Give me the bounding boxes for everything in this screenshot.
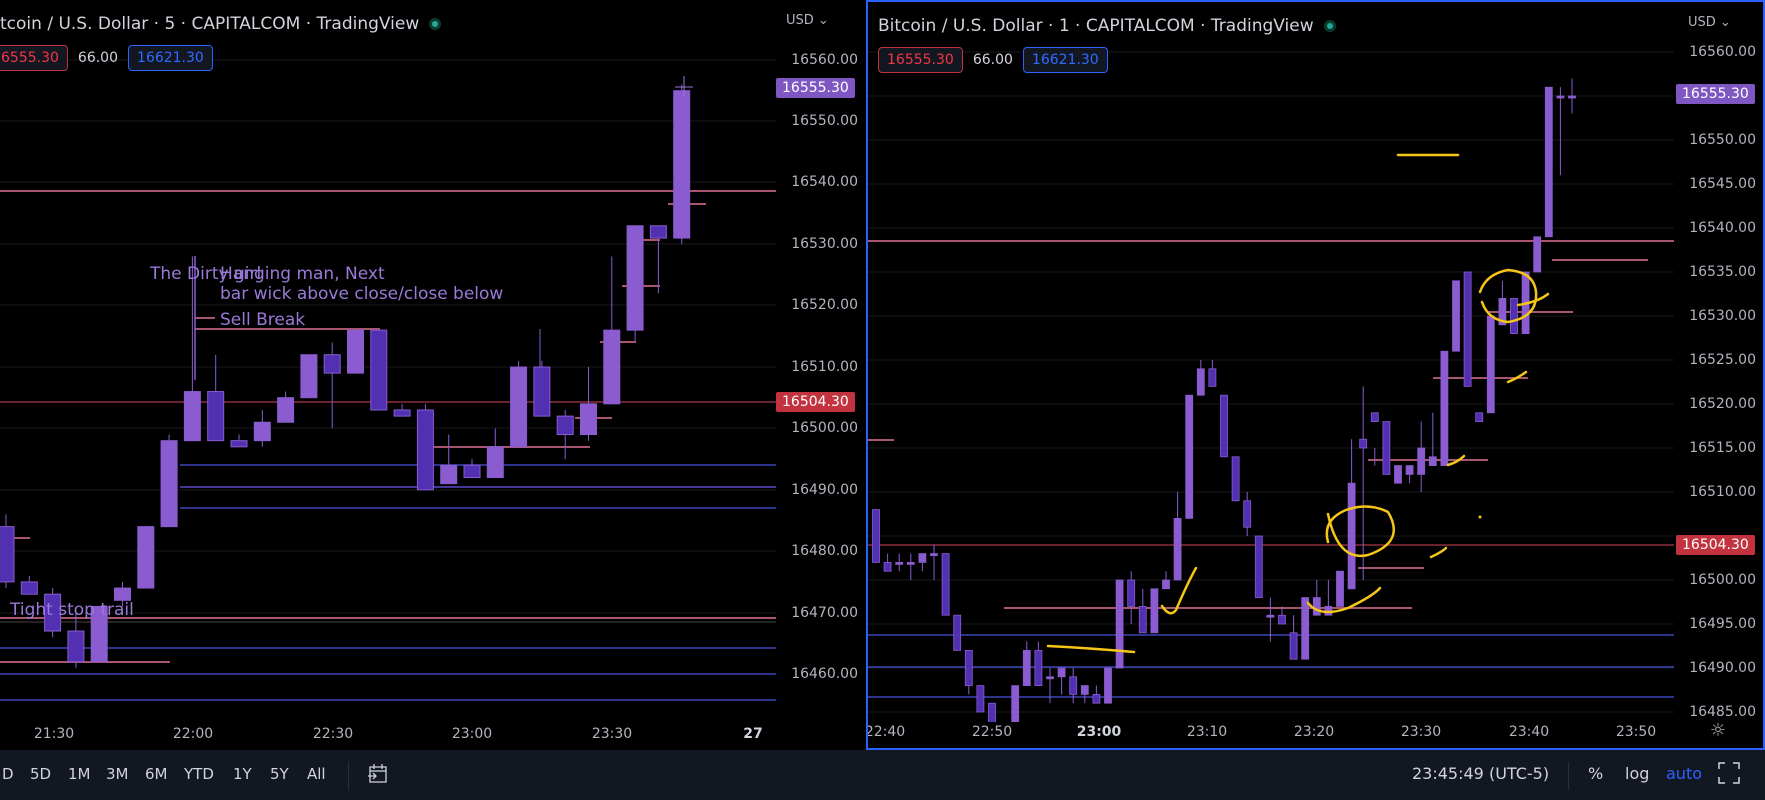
percent-toggle[interactable]: % [1588, 764, 1604, 783]
x-tick: 23:00 [1076, 724, 1122, 740]
ask-button[interactable]: 16621.30 [1022, 47, 1108, 73]
gear-icon[interactable]: ☼ [1709, 720, 1727, 741]
y-tick: 16495.00 [1689, 616, 1756, 632]
bottom-toolbar: D 5D 1M 3M 6M YTD 1Y 5Y All 23:45:49 (UT… [0, 750, 1765, 800]
price-axis[interactable]: USD ⌄ 16560.00 16550.00 16545.00 16540.0… [1674, 2, 1763, 722]
range-5d-button[interactable]: 5D [30, 765, 52, 783]
chart-title: Bitcoin / U.S. Dollar · 1 · CAPITALCOM ·… [878, 16, 1336, 36]
x-tick: 23:40 [1508, 724, 1550, 740]
y-tick: 16550.00 [791, 113, 858, 129]
chart-panel-5m[interactable]: tcoin / U.S. Dollar · 5 · CAPITALCOM · T… [0, 0, 866, 750]
spread-value: 66.00 [77, 50, 118, 66]
chart-title: tcoin / U.S. Dollar · 5 · CAPITALCOM · T… [0, 14, 442, 34]
y-tick: 16500.00 [1689, 572, 1756, 588]
market-open-dot-icon [1323, 20, 1336, 32]
chart-title-text: Bitcoin / U.S. Dollar · 1 · CAPITALCOM ·… [878, 16, 1314, 36]
auto-toggle[interactable]: auto [1666, 764, 1703, 783]
x-tick: 27 [743, 726, 763, 742]
annotation-dirty-girl[interactable]: The Dirty girl [150, 264, 262, 284]
market-open-dot-icon [429, 18, 442, 30]
chevron-down-icon: ⌄ [817, 13, 829, 28]
y-tick: 16530.00 [791, 236, 858, 252]
divider [1568, 762, 1569, 790]
x-tick: 23:10 [1186, 724, 1228, 740]
clock-label[interactable]: 23:45:49 (UTC-5) [1412, 764, 1550, 783]
x-tick: 21:30 [33, 726, 75, 742]
quote-row: 16555.30 66.00 16621.30 [878, 47, 1108, 73]
range-6m-button[interactable]: 6M [145, 765, 168, 783]
last-price-tag: 16555.30 [1676, 84, 1755, 104]
range-1m-button[interactable]: 1M [68, 765, 91, 783]
candlestick-plot[interactable] [868, 2, 1678, 722]
annotation-tight-stop[interactable]: Tight stop trail [10, 600, 134, 620]
fullscreen-icon[interactable] [1718, 762, 1740, 788]
x-tick: 23:20 [1293, 724, 1335, 740]
time-axis[interactable]: 21:30 22:00 22:30 23:00 23:30 27 [0, 720, 776, 750]
chevron-down-icon: ⌄ [1719, 15, 1731, 30]
y-tick: 16490.00 [1689, 660, 1756, 676]
quote-row: 6555.30 66.00 16621.30 [0, 45, 213, 71]
chart-title-text: tcoin / U.S. Dollar · 5 · CAPITALCOM · T… [0, 14, 420, 34]
y-tick: 16515.00 [1689, 440, 1756, 456]
spread-value: 66.00 [972, 52, 1013, 68]
range-5y-button[interactable]: 5Y [270, 765, 289, 783]
x-tick: 23:30 [1400, 724, 1442, 740]
range-ytd-button[interactable]: YTD [184, 765, 214, 783]
currency-selector[interactable]: USD ⌄ [786, 13, 829, 28]
x-tick: 22:40 [866, 724, 906, 740]
x-tick: 23:30 [591, 726, 633, 742]
annotation-sell-break[interactable]: Sell Break [220, 310, 306, 330]
annotation-hanging-man-1[interactable]: Hanging man, Next [220, 264, 385, 284]
x-tick: 22:00 [172, 726, 214, 742]
candlestick-plot[interactable] [0, 0, 780, 720]
y-tick: 16530.00 [1689, 308, 1756, 324]
last-price-tag: 16555.30 [776, 78, 855, 98]
range-3m-button[interactable]: 3M [106, 765, 129, 783]
bid-button[interactable]: 16555.30 [878, 47, 963, 73]
calendar-goto-icon[interactable] [368, 762, 388, 788]
y-tick: 16520.00 [1689, 396, 1756, 412]
alert-price-tag: 16504.30 [776, 392, 855, 412]
y-tick: 16560.00 [791, 52, 858, 68]
range-1d-button[interactable]: D [2, 765, 14, 783]
x-tick: 22:50 [971, 724, 1013, 740]
range-1y-button[interactable]: 1Y [233, 765, 252, 783]
y-tick: 16540.00 [791, 174, 858, 190]
y-tick: 16485.00 [1689, 704, 1756, 720]
bid-button[interactable]: 6555.30 [0, 45, 68, 71]
log-toggle[interactable]: log [1625, 764, 1650, 783]
y-tick: 16520.00 [791, 297, 858, 313]
alert-price-tag: 16504.30 [1676, 535, 1755, 555]
x-tick: 23:00 [451, 726, 493, 742]
y-tick: 16490.00 [791, 482, 858, 498]
y-tick: 16550.00 [1689, 132, 1756, 148]
y-tick: 16540.00 [1689, 220, 1756, 236]
y-tick: 16525.00 [1689, 352, 1756, 368]
y-tick: 16510.00 [1689, 484, 1756, 500]
time-axis[interactable]: 22:40 22:50 23:00 23:10 23:20 23:30 23:4… [868, 718, 1763, 748]
x-tick: 22:30 [312, 726, 354, 742]
y-tick: 16545.00 [1689, 176, 1756, 192]
range-all-button[interactable]: All [307, 765, 326, 783]
y-tick: 16535.00 [1689, 264, 1756, 280]
price-axis[interactable]: USD ⌄ 16560.00 16550.00 16540.00 16530.0… [776, 0, 866, 720]
y-tick: 16500.00 [791, 420, 858, 436]
annotation-hanging-man-2[interactable]: bar wick above close/close below [220, 284, 504, 304]
divider [348, 762, 349, 790]
ask-button[interactable]: 16621.30 [128, 45, 213, 71]
y-tick: 16560.00 [1689, 44, 1756, 60]
y-tick: 16470.00 [791, 605, 858, 621]
currency-label: USD [1688, 15, 1716, 30]
y-tick: 16480.00 [791, 543, 858, 559]
y-tick: 16460.00 [791, 666, 858, 682]
currency-label: USD [786, 13, 814, 28]
x-tick: 23:50 [1615, 724, 1657, 740]
y-tick: 16510.00 [791, 359, 858, 375]
chart-panel-1m[interactable]: Bitcoin / U.S. Dollar · 1 · CAPITALCOM ·… [866, 0, 1765, 750]
currency-selector[interactable]: USD ⌄ [1688, 15, 1731, 30]
